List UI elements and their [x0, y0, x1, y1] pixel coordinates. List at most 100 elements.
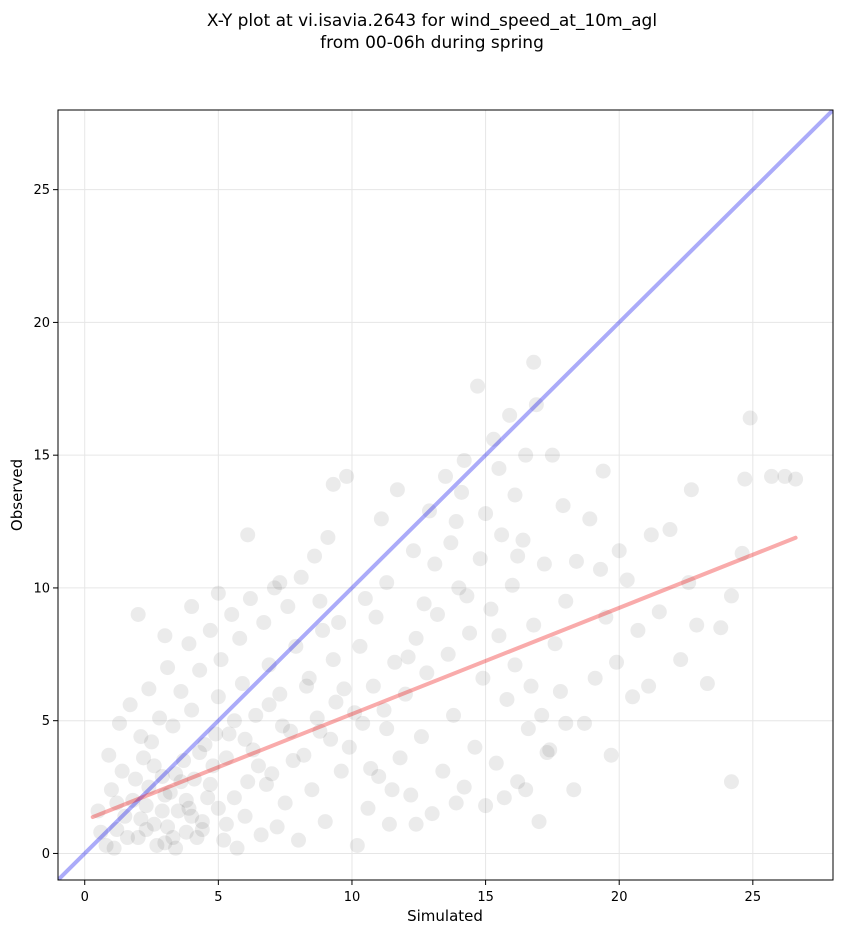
data-point-177	[181, 800, 197, 816]
data-point-66	[307, 548, 323, 564]
data-point-12	[205, 758, 221, 774]
data-point-14	[226, 790, 242, 806]
data-point-181	[229, 840, 245, 856]
data-point-18	[269, 819, 285, 835]
data-point-205	[352, 638, 368, 654]
data-point-164	[539, 745, 555, 761]
x-tick-label-4: 20	[611, 890, 628, 905]
data-point-67	[320, 529, 336, 545]
data-point-1	[109, 822, 125, 838]
data-point-157	[582, 511, 598, 527]
data-point-56	[256, 614, 272, 630]
x-axis-ticks: 0 5 10 15 20 25	[81, 880, 762, 905]
data-point-91	[365, 678, 381, 694]
data-point-195	[173, 774, 189, 790]
data-point-72	[371, 768, 387, 784]
data-point-79	[446, 707, 462, 723]
data-point-190	[128, 771, 143, 787]
data-point-82	[478, 798, 494, 814]
data-point-113	[405, 543, 421, 559]
data-point-237	[341, 739, 357, 755]
data-point-22	[125, 792, 141, 808]
data-point-3	[130, 830, 146, 846]
data-point-225	[194, 822, 210, 838]
data-point-145	[723, 588, 739, 604]
data-point-74	[392, 750, 408, 766]
data-point-211	[416, 596, 432, 612]
data-point-90	[355, 715, 371, 731]
data-point-2	[117, 808, 133, 824]
data-point-36	[288, 638, 304, 654]
data-point-236	[328, 694, 344, 710]
data-point-229	[237, 731, 253, 747]
data-point-106	[526, 617, 542, 633]
data-point-192	[146, 758, 162, 774]
data-point-220	[109, 795, 125, 811]
data-point-59	[293, 569, 309, 585]
data-point-16	[245, 742, 261, 758]
data-point-89	[552, 683, 568, 699]
data-point-84	[499, 691, 515, 707]
data-point-221	[141, 779, 157, 795]
data-point-121	[528, 397, 544, 413]
data-point-161	[568, 553, 584, 569]
data-point-92	[376, 702, 392, 718]
data-point-130	[566, 782, 582, 798]
data-point-169	[384, 782, 400, 798]
data-point-43	[122, 697, 138, 713]
data-point-135	[619, 572, 635, 588]
data-point-39	[325, 652, 341, 668]
data-point-160	[555, 498, 571, 514]
data-point-148	[737, 471, 753, 487]
data-point-224	[178, 792, 194, 808]
data-point-193	[157, 787, 173, 803]
data-point-85	[510, 774, 526, 790]
y-tick-label-4: 20	[33, 316, 50, 331]
grid	[58, 110, 833, 880]
data-point-29	[197, 737, 213, 753]
data-point-171	[106, 840, 122, 856]
data-point-156	[611, 543, 627, 559]
data-point-70	[349, 837, 365, 853]
data-point-138	[651, 604, 667, 620]
data-point-44	[133, 729, 149, 745]
y-axis-ticks: 0 5 10 15 20 25	[33, 183, 58, 862]
data-point-200	[296, 747, 312, 763]
data-point-55	[242, 591, 258, 607]
data-point-53	[224, 606, 240, 622]
data-point-81	[467, 739, 483, 755]
data-point-143	[699, 676, 715, 692]
data-point-182	[240, 774, 256, 790]
data-point-149	[742, 410, 758, 426]
data-point-165	[518, 782, 534, 798]
data-point-46	[152, 710, 168, 726]
data-point-68	[339, 468, 355, 484]
x-tick-label-5: 25	[745, 890, 762, 905]
data-point-231	[261, 697, 277, 713]
data-point-189	[333, 763, 349, 779]
data-point-239	[379, 721, 395, 737]
data-point-13	[216, 832, 232, 848]
data-point-174	[149, 837, 165, 853]
data-point-194	[165, 830, 181, 846]
data-point-97	[429, 606, 445, 622]
data-point-232	[274, 718, 290, 734]
data-point-206	[368, 609, 384, 625]
data-point-146	[723, 774, 739, 790]
data-point-183	[253, 827, 269, 843]
data-point-132	[587, 670, 603, 686]
data-point-153	[643, 527, 659, 543]
data-point-57	[266, 580, 282, 596]
data-point-144	[713, 620, 729, 636]
data-point-175	[160, 819, 176, 835]
data-point-119	[502, 407, 518, 423]
data-point-114	[421, 503, 437, 519]
plot-frame	[57, 109, 834, 881]
data-point-226	[208, 726, 224, 742]
data-point-152	[788, 471, 804, 487]
data-point-32	[234, 676, 250, 692]
fit-lines	[58, 110, 833, 880]
data-point-127	[544, 447, 560, 463]
data-point-112	[389, 482, 405, 498]
data-point-213	[443, 535, 459, 551]
